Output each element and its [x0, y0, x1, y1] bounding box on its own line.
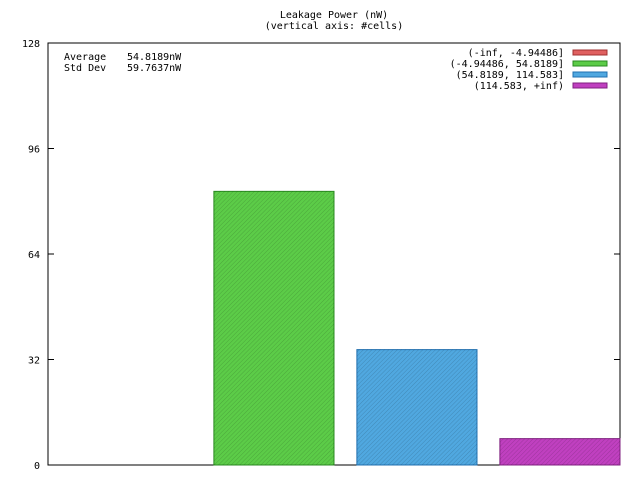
stat-average-label: Average	[64, 52, 106, 63]
legend-swatch	[572, 82, 608, 89]
bar-3	[499, 438, 621, 466]
bar-hatch	[213, 191, 334, 465]
legend: (-inf, -4.94486](-4.94486, 54.8189](54.8…	[450, 48, 608, 92]
bar-hatch	[356, 349, 477, 465]
legend-item-3: (114.583, +inf)	[474, 81, 608, 92]
legend-label: (-4.94486, 54.8189]	[450, 59, 564, 70]
legend-label: (114.583, +inf)	[474, 81, 564, 92]
y-tick-label: 0	[34, 461, 40, 472]
legend-item-2: (54.8189, 114.583]	[456, 70, 608, 81]
y-tick-label: 96	[28, 145, 40, 156]
chart-subtitle: (vertical axis: #cells)	[265, 21, 403, 32]
legend-label: (54.8189, 114.583]	[456, 70, 564, 81]
stats-box: Average 54.8189nW Std Dev 59.7637nW	[64, 52, 182, 74]
y-tick-label: 64	[28, 250, 40, 261]
legend-label: (-inf, -4.94486]	[468, 48, 564, 59]
legend-swatch	[572, 49, 608, 56]
chart-title: Leakage Power (nW)	[280, 10, 388, 21]
y-tick-label: 128	[22, 39, 40, 50]
y-tick-label: 32	[28, 356, 40, 367]
legend-item-0: (-inf, -4.94486]	[468, 48, 608, 59]
bar-hatch	[499, 438, 620, 465]
y-axis: 0 32 64 96 128	[22, 39, 620, 472]
legend-swatch	[572, 71, 608, 78]
bar-2	[356, 349, 478, 466]
stat-stddev-label: Std Dev	[64, 63, 106, 74]
bar-1	[213, 190, 335, 466]
stat-stddev-value: 59.7637nW	[127, 63, 182, 74]
bars	[213, 190, 621, 466]
stat-average-value: 54.8189nW	[127, 52, 182, 63]
legend-swatch	[572, 60, 608, 67]
legend-item-1: (-4.94486, 54.8189]	[450, 59, 608, 70]
